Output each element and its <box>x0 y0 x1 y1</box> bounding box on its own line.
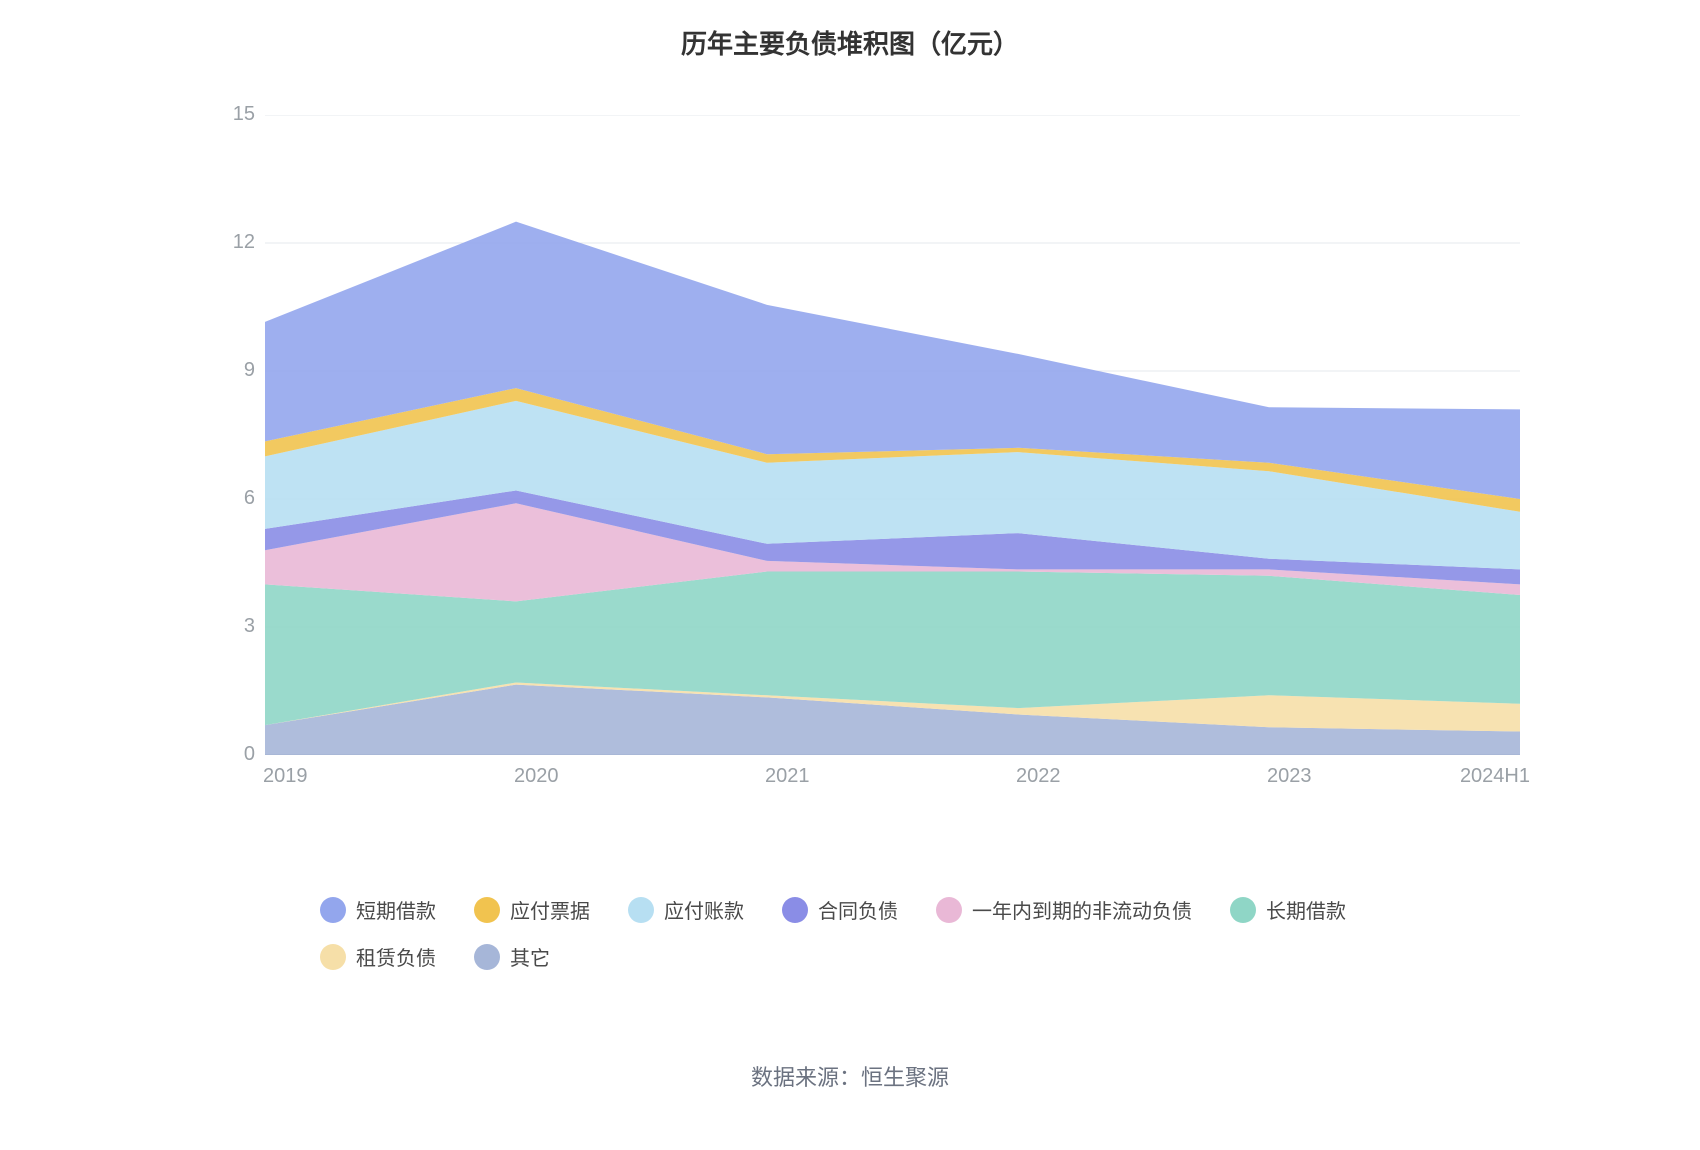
y-tick-label: 3 <box>205 615 255 638</box>
legend-item-long_term_loans[interactable]: 长期借款 <box>1230 895 1346 924</box>
x-tick-label: 2019 <box>263 765 308 788</box>
legend-swatch-contract_liab <box>782 897 808 923</box>
legend-item-noncurrent_due_1yr[interactable]: 一年内到期的非流动负债 <box>936 895 1192 924</box>
legend-label: 其它 <box>510 942 550 971</box>
stacked-area-chart: 历年主要负债堆积图（亿元） 0 3 6 9 12 15 2019 2020 2021 2022 2… <box>0 0 1700 1150</box>
y-tick-label: 0 <box>205 743 255 766</box>
legend-swatch-other <box>474 944 500 970</box>
legend-item-notes_payable[interactable]: 应付票据 <box>474 895 590 924</box>
legend-label: 一年内到期的非流动负债 <box>972 895 1192 924</box>
chart-title: 历年主要负债堆积图（亿元） <box>0 24 1700 61</box>
legend-swatch-short_term_loans <box>320 897 346 923</box>
data-source: 数据来源：恒生聚源 <box>0 1060 1700 1092</box>
legend-swatch-notes_payable <box>474 897 500 923</box>
y-tick-label: 9 <box>205 359 255 382</box>
legend-label: 合同负债 <box>818 895 898 924</box>
x-tick-label: 2023 <box>1267 765 1312 788</box>
legend-item-other[interactable]: 其它 <box>474 942 550 971</box>
x-tick-label: 2022 <box>1016 765 1061 788</box>
y-tick-label: 12 <box>205 231 255 254</box>
legend: 短期借款 应付票据 应付账款 合同负债 一年内到期的非流动负债 长期借款租赁负债 其它 <box>320 895 1410 971</box>
x-tick-label: 2024H1 <box>1440 765 1530 788</box>
legend-label: 应付票据 <box>510 895 590 924</box>
legend-label: 长期借款 <box>1266 895 1346 924</box>
legend-item-accounts_payable[interactable]: 应付账款 <box>628 895 744 924</box>
legend-swatch-lease_liab <box>320 944 346 970</box>
y-tick-label: 6 <box>205 487 255 510</box>
x-tick-label: 2020 <box>514 765 559 788</box>
y-tick-label: 15 <box>205 103 255 126</box>
legend-label: 租赁负债 <box>356 942 436 971</box>
legend-item-lease_liab[interactable]: 租赁负债 <box>320 942 436 971</box>
legend-item-short_term_loans[interactable]: 短期借款 <box>320 895 436 924</box>
plot-area <box>265 115 1520 755</box>
legend-label: 短期借款 <box>356 895 436 924</box>
legend-swatch-accounts_payable <box>628 897 654 923</box>
legend-label: 应付账款 <box>664 895 744 924</box>
legend-item-contract_liab[interactable]: 合同负债 <box>782 895 898 924</box>
x-tick-label: 2021 <box>765 765 810 788</box>
legend-swatch-long_term_loans <box>1230 897 1256 923</box>
legend-swatch-noncurrent_due_1yr <box>936 897 962 923</box>
